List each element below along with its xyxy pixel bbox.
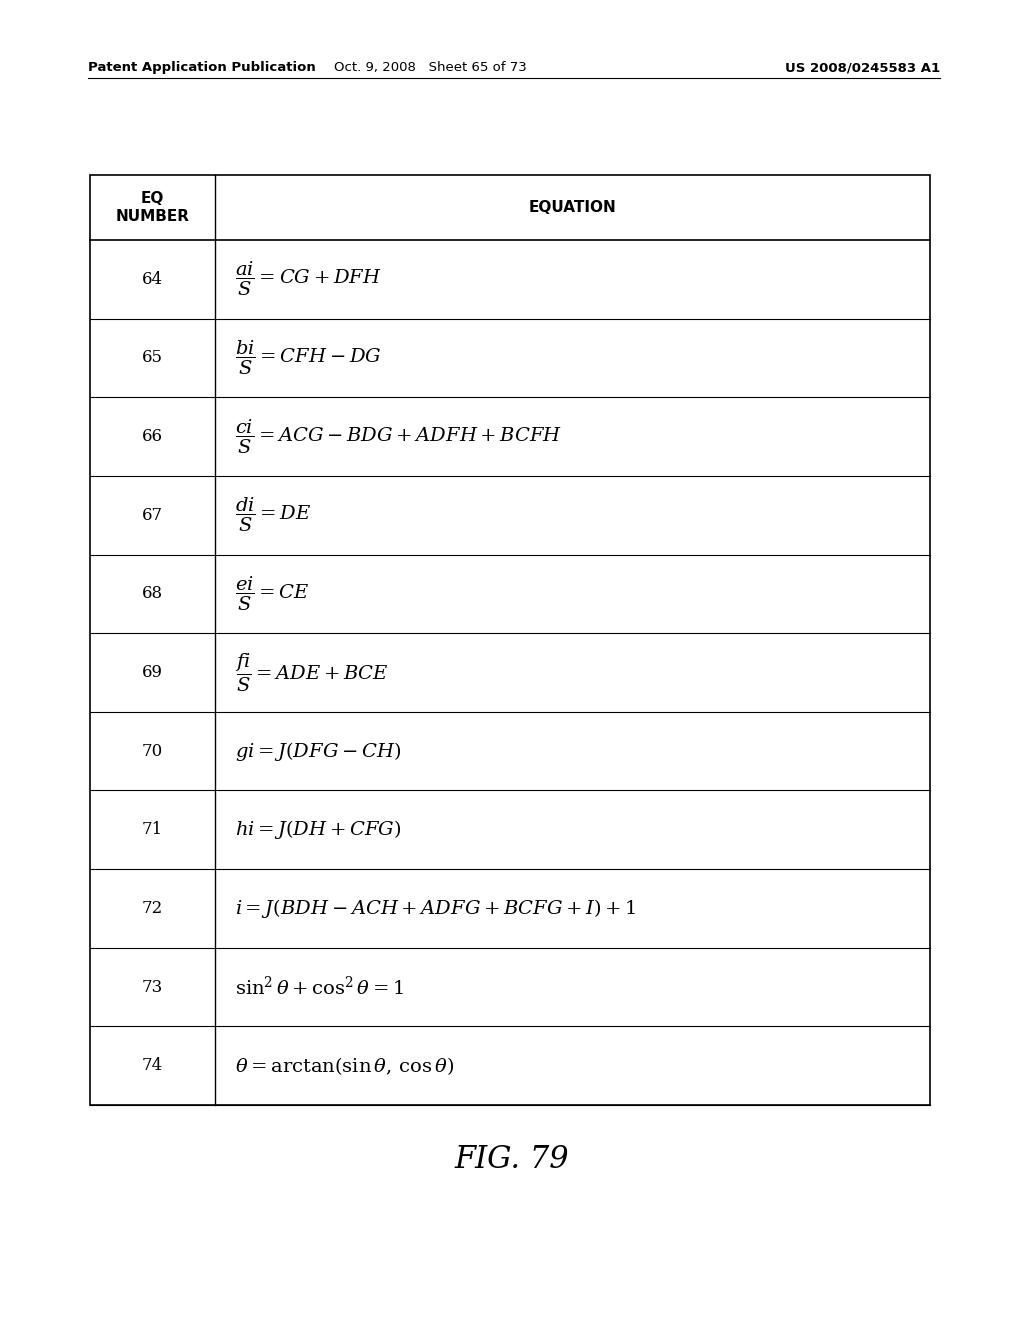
Text: 64: 64 [142,271,163,288]
Text: 73: 73 [142,978,163,995]
Text: 72: 72 [142,900,163,917]
Text: $\dfrac{ci}{S} = ACG - BDG + ADFH + BCFH$: $\dfrac{ci}{S} = ACG - BDG + ADFH + BCFH… [234,417,562,455]
Text: EQUATION: EQUATION [528,201,616,215]
Text: $\dfrac{di}{S} = DE$: $\dfrac{di}{S} = DE$ [234,496,311,535]
Text: $\sin^{2}\theta + \cos^{2}\theta = 1$: $\sin^{2}\theta + \cos^{2}\theta = 1$ [234,975,403,999]
Text: Oct. 9, 2008   Sheet 65 of 73: Oct. 9, 2008 Sheet 65 of 73 [334,62,526,74]
Text: 66: 66 [142,428,163,445]
Text: $gi = J(DFG - CH)$: $gi = J(DFG - CH)$ [234,739,401,763]
Text: 70: 70 [142,743,163,759]
Text: 74: 74 [142,1057,163,1074]
Text: $i = J(BDH - ACH + ADFG + BCFG + I) + 1$: $i = J(BDH - ACH + ADFG + BCFG + I) + 1$ [234,896,636,920]
Text: US 2008/0245583 A1: US 2008/0245583 A1 [784,62,940,74]
Text: FIG. 79: FIG. 79 [455,1144,569,1176]
Text: $\theta = \mathrm{arctan}(\sin\theta,\, \cos\theta)$: $\theta = \mathrm{arctan}(\sin\theta,\, … [234,1055,454,1077]
Text: Patent Application Publication: Patent Application Publication [88,62,315,74]
Text: 65: 65 [142,350,163,367]
Text: $\dfrac{fi}{S} = ADE + BCE$: $\dfrac{fi}{S} = ADE + BCE$ [234,652,389,693]
Text: $\dfrac{ai}{S} = CG + DFH$: $\dfrac{ai}{S} = CG + DFH$ [234,260,382,298]
Text: EQ
NUMBER: EQ NUMBER [116,190,189,224]
Text: $hi = J(DH + CFG)$: $hi = J(DH + CFG)$ [234,818,401,841]
Bar [90,176,930,1105]
Text: 67: 67 [142,507,163,524]
Text: 69: 69 [142,664,163,681]
Text: 68: 68 [142,585,163,602]
Text: $\dfrac{bi}{S} = CFH - DG$: $\dfrac{bi}{S} = CFH - DG$ [234,339,382,378]
Text: $\dfrac{ei}{S} = CE$: $\dfrac{ei}{S} = CE$ [234,574,310,612]
Text: 71: 71 [142,821,163,838]
